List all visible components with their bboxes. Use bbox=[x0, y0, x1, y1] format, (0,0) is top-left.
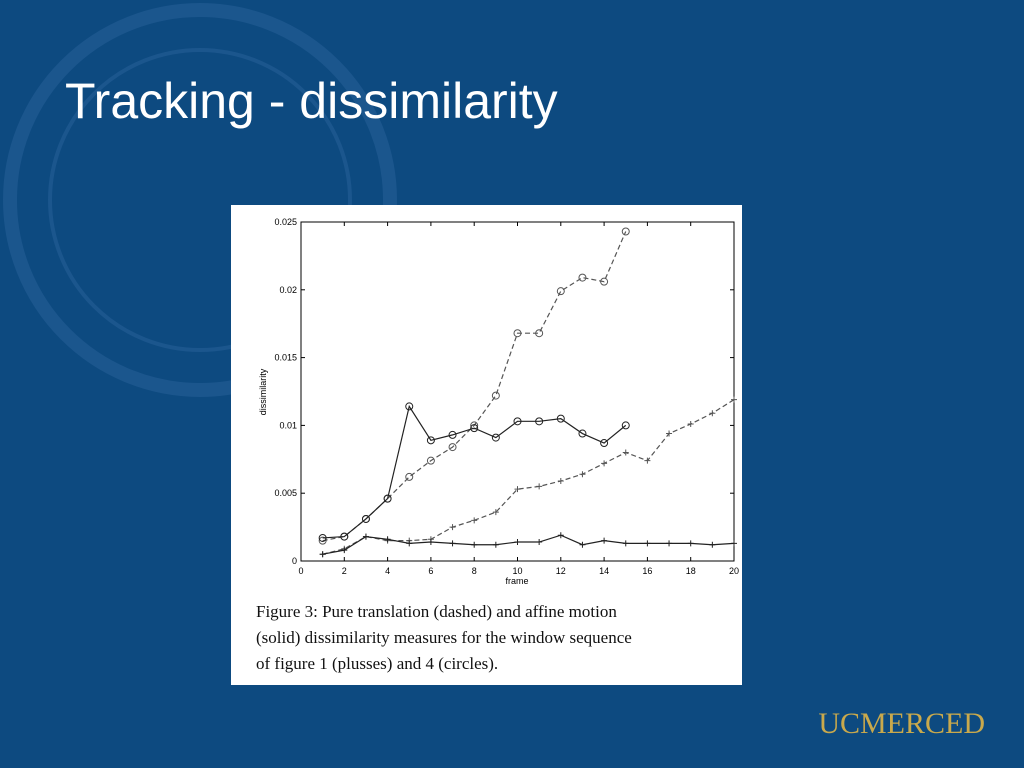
plus-marker bbox=[601, 537, 608, 544]
plus-marker bbox=[449, 524, 456, 531]
y-tick-label: 0.015 bbox=[274, 353, 297, 363]
plus-marker bbox=[666, 540, 673, 547]
circle-marker bbox=[491, 391, 500, 400]
x-tick-label: 8 bbox=[472, 566, 477, 576]
plus-marker bbox=[557, 477, 564, 484]
x-tick-label: 2 bbox=[342, 566, 347, 576]
y-tick-label: 0.01 bbox=[279, 420, 297, 430]
plus-marker bbox=[471, 541, 478, 548]
y-tick-label: 0 bbox=[292, 556, 297, 566]
x-tick-label: 14 bbox=[599, 566, 609, 576]
series-line bbox=[322, 534, 735, 555]
circle-marker bbox=[426, 436, 435, 445]
plus-marker bbox=[514, 539, 521, 546]
circle-marker bbox=[318, 536, 327, 545]
circle-marker bbox=[621, 421, 630, 430]
plus-marker bbox=[492, 541, 499, 548]
plus-marker bbox=[709, 410, 716, 417]
circle-marker bbox=[405, 402, 414, 411]
circle-marker bbox=[491, 433, 500, 442]
plus-marker bbox=[709, 541, 716, 548]
plus-marker bbox=[579, 541, 586, 548]
x-tick-label: 10 bbox=[512, 566, 522, 576]
x-tick-label: 16 bbox=[642, 566, 652, 576]
series-line bbox=[322, 404, 627, 539]
caption-line: (solid) dissimilarity measures for the w… bbox=[256, 628, 632, 647]
circle-marker bbox=[578, 429, 587, 438]
plus-marker bbox=[536, 539, 543, 546]
series-line bbox=[322, 399, 735, 555]
plus-marker bbox=[601, 460, 608, 467]
plus-marker bbox=[471, 517, 478, 524]
y-axis-label: dissimilarity bbox=[258, 368, 268, 415]
figure-panel bbox=[231, 205, 742, 685]
plus-marker bbox=[514, 486, 521, 493]
circle-marker bbox=[556, 414, 565, 423]
caption-line: of figure 1 (plusses) and 4 (circles). bbox=[256, 654, 498, 673]
circle-marker bbox=[448, 443, 457, 452]
y-tick-label: 0.02 bbox=[279, 285, 297, 295]
x-tick-label: 18 bbox=[686, 566, 696, 576]
plus-marker bbox=[492, 509, 499, 516]
circle-marker bbox=[556, 287, 565, 296]
plus-marker bbox=[384, 536, 391, 543]
circle-marker bbox=[383, 494, 392, 503]
seal-decoration bbox=[48, 48, 352, 352]
circle-marker bbox=[600, 277, 609, 286]
circle-marker bbox=[535, 329, 544, 338]
plus-marker bbox=[427, 539, 434, 546]
circle-marker bbox=[448, 430, 457, 439]
caption-line: Figure 3: Pure translation (dashed) and … bbox=[256, 602, 617, 621]
y-tick-label: 0.025 bbox=[274, 217, 297, 227]
circle-marker bbox=[405, 472, 414, 481]
x-tick-label: 20 bbox=[729, 566, 739, 576]
plus-marker bbox=[731, 540, 737, 547]
plus-marker bbox=[687, 540, 694, 547]
circle-marker bbox=[426, 456, 435, 465]
circle-marker bbox=[318, 533, 327, 542]
circle-marker bbox=[470, 424, 479, 433]
x-tick-label: 4 bbox=[385, 566, 390, 576]
plus-marker bbox=[622, 449, 629, 456]
plus-marker bbox=[449, 540, 456, 547]
circle-marker bbox=[578, 273, 587, 282]
circle-marker bbox=[470, 421, 479, 430]
plus-marker bbox=[644, 457, 651, 464]
x-tick-label: 0 bbox=[298, 566, 303, 576]
x-tick-label: 6 bbox=[428, 566, 433, 576]
circle-marker bbox=[361, 514, 370, 523]
y-tick-label: 0.005 bbox=[274, 488, 297, 498]
plus-marker bbox=[406, 540, 413, 547]
plus-marker bbox=[557, 532, 564, 539]
plus-marker bbox=[731, 396, 737, 403]
circle-marker bbox=[513, 417, 522, 426]
x-axis-label: frame bbox=[505, 576, 528, 586]
circle-marker bbox=[340, 532, 349, 541]
plus-marker bbox=[319, 551, 326, 558]
x-tick-label: 12 bbox=[556, 566, 566, 576]
plus-marker bbox=[362, 533, 369, 540]
plus-marker bbox=[666, 430, 673, 437]
logo: UCMERCED bbox=[818, 707, 985, 740]
circle-marker bbox=[600, 439, 609, 448]
plus-marker bbox=[622, 540, 629, 547]
plus-marker bbox=[644, 540, 651, 547]
plus-marker bbox=[341, 547, 348, 554]
plus-marker bbox=[579, 471, 586, 478]
seal-decoration bbox=[3, 3, 397, 397]
plus-marker bbox=[536, 483, 543, 490]
circle-marker bbox=[621, 227, 630, 236]
slide-title: Tracking - dissimilarity bbox=[65, 73, 558, 129]
plus-marker bbox=[687, 421, 694, 428]
circle-marker bbox=[513, 329, 522, 338]
circle-marker bbox=[535, 417, 544, 426]
